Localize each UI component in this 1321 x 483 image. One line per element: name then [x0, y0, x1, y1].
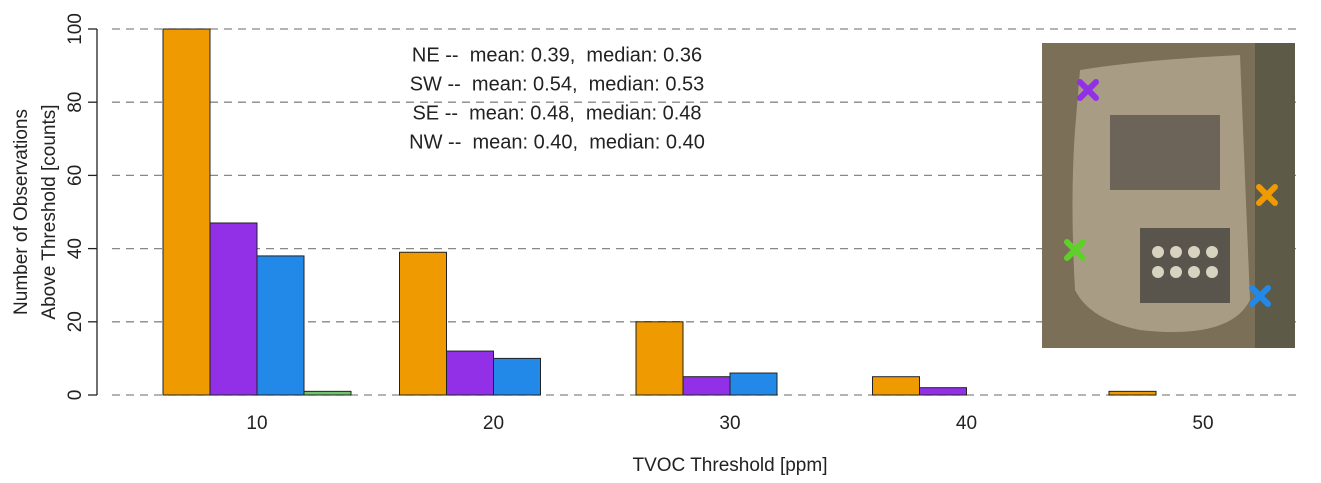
bar — [209, 222, 258, 396]
y-axis-title: Number of Observations — [11, 109, 32, 315]
bar — [446, 350, 494, 396]
y-tick-label: 0 — [65, 390, 86, 401]
x-tick-label: 30 — [719, 413, 740, 434]
legend-entry: NW -- mean: 0.40, median: 0.40 — [409, 131, 705, 153]
y-axis-title: Above Threshold [counts] — [39, 104, 60, 319]
bar — [729, 372, 778, 396]
x-tick-label: 50 — [1192, 413, 1213, 434]
bar — [303, 390, 352, 396]
y-tick-label: 60 — [65, 165, 86, 186]
bar — [399, 251, 447, 396]
legend-entry: NE -- mean: 0.39, median: 0.36 — [412, 44, 702, 66]
x-axis-title: TVOC Threshold [ppm] — [632, 455, 827, 476]
map-inset — [1042, 43, 1295, 348]
bar — [493, 357, 541, 396]
y-tick-label: 100 — [65, 13, 86, 45]
bar — [162, 28, 211, 396]
bar — [256, 255, 305, 396]
x-tick-label: 40 — [956, 413, 977, 434]
bar — [682, 376, 731, 396]
x-tick-label: 20 — [483, 413, 504, 434]
bar — [635, 321, 684, 396]
bar — [1108, 390, 1157, 396]
y-tick-label: 80 — [65, 92, 86, 113]
x-tick-label: 10 — [246, 413, 267, 434]
y-tick-label: 40 — [65, 238, 86, 259]
bar — [872, 376, 920, 396]
legend-entry: SE -- mean: 0.48, median: 0.48 — [412, 102, 701, 124]
bar — [919, 387, 967, 396]
legend-entry: SW -- mean: 0.54, median: 0.53 — [410, 73, 705, 95]
y-tick-label: 20 — [65, 311, 86, 332]
